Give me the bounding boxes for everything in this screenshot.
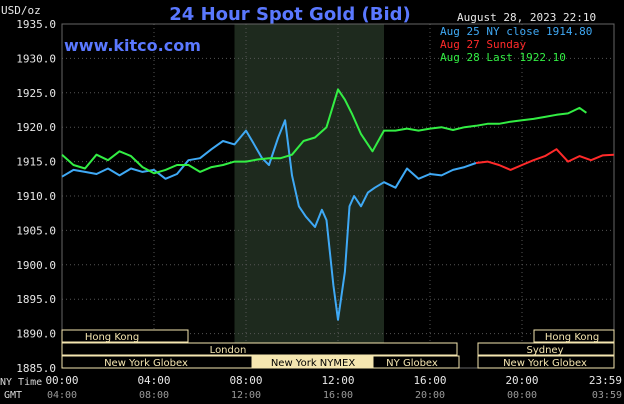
series-lines (61, 88, 615, 321)
y-tick-label: 1930.0 (16, 52, 56, 65)
ny-time-label: NY Time (0, 377, 42, 388)
x-tick-label-gmt: 08:00 (139, 390, 169, 401)
x-tick-label-gmt: 00:00 (507, 390, 537, 401)
session-box-ny-globex-2 (372, 355, 460, 369)
x-tick-label-gmt: 20:00 (415, 390, 445, 401)
session-bars: Hong Kong Hong Kong London Sydney New Yo… (61, 329, 615, 369)
website-label: www.kitco.com (64, 36, 201, 55)
y-tick-label: 1935.0 (16, 18, 56, 31)
series-line-2 (61, 88, 587, 175)
chart-title: 24 Hour Spot Gold (Bid) (169, 4, 410, 25)
y-tick-label: 1905.0 (16, 224, 56, 237)
session-box-hongkong-1 (61, 329, 189, 343)
y-axis-ticks: 1935.0 1930.0 1925.0 1920.0 1915.0 1910.0 1905… (16, 18, 56, 375)
session-label-hongkong-1: Hong Kong (85, 332, 139, 343)
x-tick-label-gmt: 16:00 (323, 390, 353, 401)
x-axis-ticks: 00:00 04:00 08:00 12:00 16:00 20:00 23:59 04:00… (45, 374, 622, 401)
x-tick-label-ny: 20:00 (505, 374, 538, 387)
y-tick-label: 1900.0 (16, 259, 56, 272)
x-tick-label-ny: 04:00 (137, 374, 170, 387)
unit-label: USD/oz (1, 4, 41, 17)
y-tick-label: 1885.0 (16, 362, 56, 375)
x-tick-label-ny: 00:00 (45, 374, 78, 387)
session-box-hongkong-2 (533, 329, 615, 343)
y-tick-label: 1910.0 (16, 190, 56, 203)
y-tick-label: 1915.0 (16, 156, 56, 169)
session-box-sydney (477, 342, 615, 356)
legend-item-red: Aug 27 Sunday (440, 38, 526, 51)
session-label-ny-nymex: New York NYMEX (271, 358, 356, 369)
legend-item-blue: Aug 25 NY close 1914.80 (440, 25, 592, 38)
legend-item-green: Aug 28 Last 1922.10 (440, 51, 566, 64)
series-line-1 (475, 148, 615, 171)
timestamp: August 28, 2023 22:10 (457, 11, 596, 24)
x-tick-label-ny: 16:00 (413, 374, 446, 387)
y-tick-label: 1920.0 (16, 121, 56, 134)
x-tick-label-ny: 23:59 (589, 374, 622, 387)
y-tick-label: 1925.0 (16, 87, 56, 100)
y-tick-label: 1895.0 (16, 293, 56, 306)
y-tick-label: 1890.0 (16, 328, 56, 341)
session-box-ny-nymex (251, 355, 373, 369)
series-line-0 (61, 119, 477, 321)
trading-session-highlight (234, 24, 384, 368)
session-label-ny-globex-3: New York Globex (503, 358, 587, 369)
session-label-london: London (210, 345, 247, 356)
session-label-ny-globex-2: NY Globex (386, 358, 438, 369)
session-label-sydney: Sydney (526, 345, 563, 356)
x-tick-label-gmt: 12:00 (231, 390, 261, 401)
session-box-ny-globex-3 (477, 355, 615, 369)
session-label-ny-globex-1: New York Globex (104, 358, 188, 369)
gmt-label: GMT (4, 390, 22, 401)
session-box-london (61, 342, 458, 356)
x-tick-label-gmt: 04:00 (47, 390, 77, 401)
x-tick-label-ny: 08:00 (229, 374, 262, 387)
x-tick-label-ny: 12:00 (321, 374, 354, 387)
x-tick-label-gmt: 03:59 (592, 390, 622, 401)
session-label-hongkong-2: Hong Kong (545, 332, 599, 343)
